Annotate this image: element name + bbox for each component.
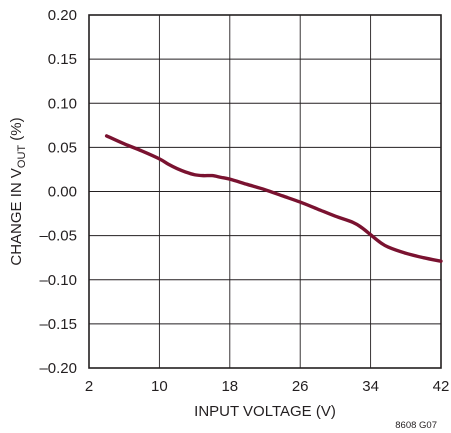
y-tick-label: 0.00 (48, 184, 77, 201)
y-axis-label-unit: (%) (8, 117, 25, 145)
y-tick-label: –0.05 (39, 228, 77, 245)
x-tick-labels: 2 10 18 26 34 42 (85, 378, 450, 395)
y-tick-labels: 0.20 0.15 0.10 0.05 0.00 –0.05 –0.10 –0.15 –0.20 (39, 7, 77, 377)
x-tick-label: 42 (433, 378, 450, 395)
y-tick-label: 0.15 (48, 51, 77, 68)
y-tick-label: 0.20 (48, 7, 77, 24)
x-tick-label: 34 (362, 378, 379, 395)
y-tick-label: 0.05 (48, 139, 77, 156)
x-tick-label: 18 (221, 378, 238, 395)
x-tick-label: 10 (151, 378, 168, 395)
y-tick-label: –0.15 (39, 316, 77, 333)
figure-code: 8608 G07 (395, 420, 437, 431)
grid-lines (89, 15, 441, 368)
x-axis-label: INPUT VOLTAGE (V) (194, 403, 336, 420)
y-axis-label: CHANGE IN VOUT (%) (8, 117, 28, 265)
y-tick-label: –0.10 (39, 272, 77, 289)
y-axis-label-subscript: OUT (16, 145, 28, 169)
y-axis-label-main: CHANGE IN V (8, 168, 25, 266)
plot-frame (88, 14, 442, 369)
series-line (104, 134, 443, 263)
x-tick-label: 26 (292, 378, 309, 395)
x-tick-label: 2 (85, 378, 93, 395)
y-tick-label: 0.10 (48, 95, 77, 112)
y-tick-label: –0.20 (39, 360, 77, 377)
